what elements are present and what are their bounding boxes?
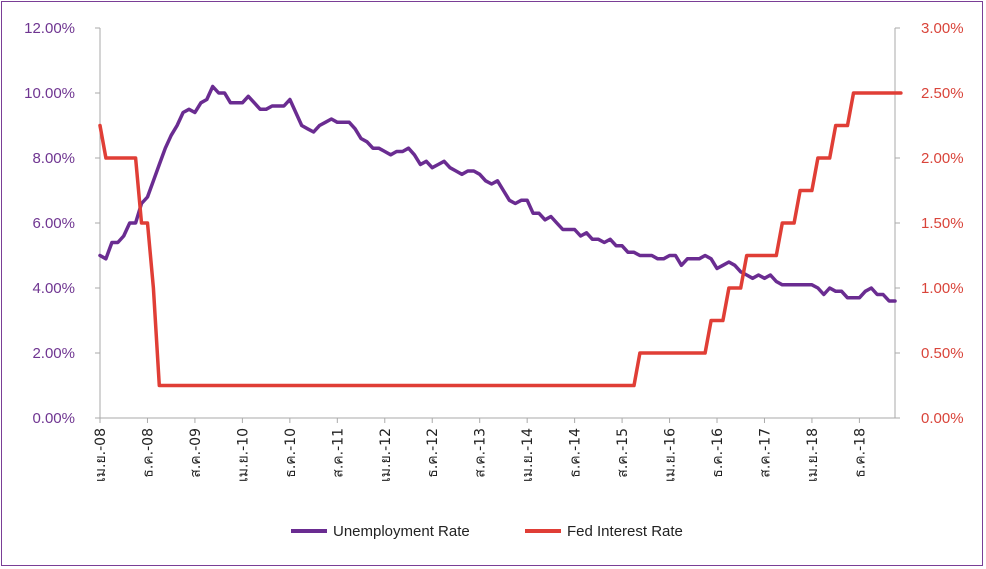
y-left-tick-label: 0.00%	[32, 410, 75, 427]
y-right-tick-label: 0.00%	[921, 410, 964, 427]
y-left-tick-label: 8.00%	[32, 150, 75, 167]
series-line-fed	[98, 91, 903, 388]
x-tick-label: เม.ย.-16	[663, 428, 679, 482]
x-tick-label: ส.ค.-09	[188, 428, 204, 478]
y-right-tick-label: 2.00%	[921, 150, 964, 167]
x-tick-label: ธ.ค.-18	[852, 428, 868, 478]
axes: 0.00% 2.00% 4.00% 6.00% 8.00% 10.00% 12.00% 0.0…	[24, 20, 963, 482]
y-left-tick-label: 4.00%	[32, 280, 75, 297]
x-tick-label: ส.ค.-11	[330, 428, 346, 478]
x-tick-label: เม.ย.-14	[520, 428, 536, 482]
y-left-tick-label: 10.00%	[24, 85, 75, 102]
x-tick-label: ธ.ค.-12	[425, 428, 441, 478]
y-right-tick-label: 1.50%	[921, 215, 964, 232]
x-tick-label: ธ.ค.-14	[568, 428, 584, 478]
x-tick-label: เม.ย.-18	[805, 428, 821, 482]
y-left-tick-label: 6.00%	[32, 215, 75, 232]
x-tick-label: ส.ค.-15	[615, 428, 631, 478]
y-right-tick-label: 0.50%	[921, 345, 964, 362]
x-tick-label: เม.ย.-12	[378, 428, 394, 482]
y-right-tick-label: 2.50%	[921, 85, 964, 102]
x-tick-label: เม.ย.-08	[93, 428, 109, 482]
x-tick-label: เม.ย.-10	[235, 428, 251, 482]
y-right-tick-label: 3.00%	[921, 20, 964, 37]
x-tick-label: ธ.ค.-10	[283, 428, 299, 478]
x-tick-label: ส.ค.-17	[757, 428, 773, 478]
y-left-tick-label: 12.00%	[24, 20, 75, 37]
series-lines	[98, 84, 903, 388]
legend-label-unemployment: Unemployment Rate	[333, 523, 470, 540]
y-right-tick-label: 1.00%	[921, 280, 964, 297]
x-tick-label: ธ.ค.-08	[140, 428, 156, 478]
x-tick-label: ส.ค.-13	[473, 428, 489, 478]
legend: Unemployment Rate Fed Interest Rate	[291, 523, 683, 540]
x-tick-label: ธ.ค.-16	[710, 428, 726, 478]
legend-label-fed: Fed Interest Rate	[567, 523, 683, 540]
series-line-unemployment	[98, 84, 897, 303]
y-left-tick-label: 2.00%	[32, 345, 75, 362]
